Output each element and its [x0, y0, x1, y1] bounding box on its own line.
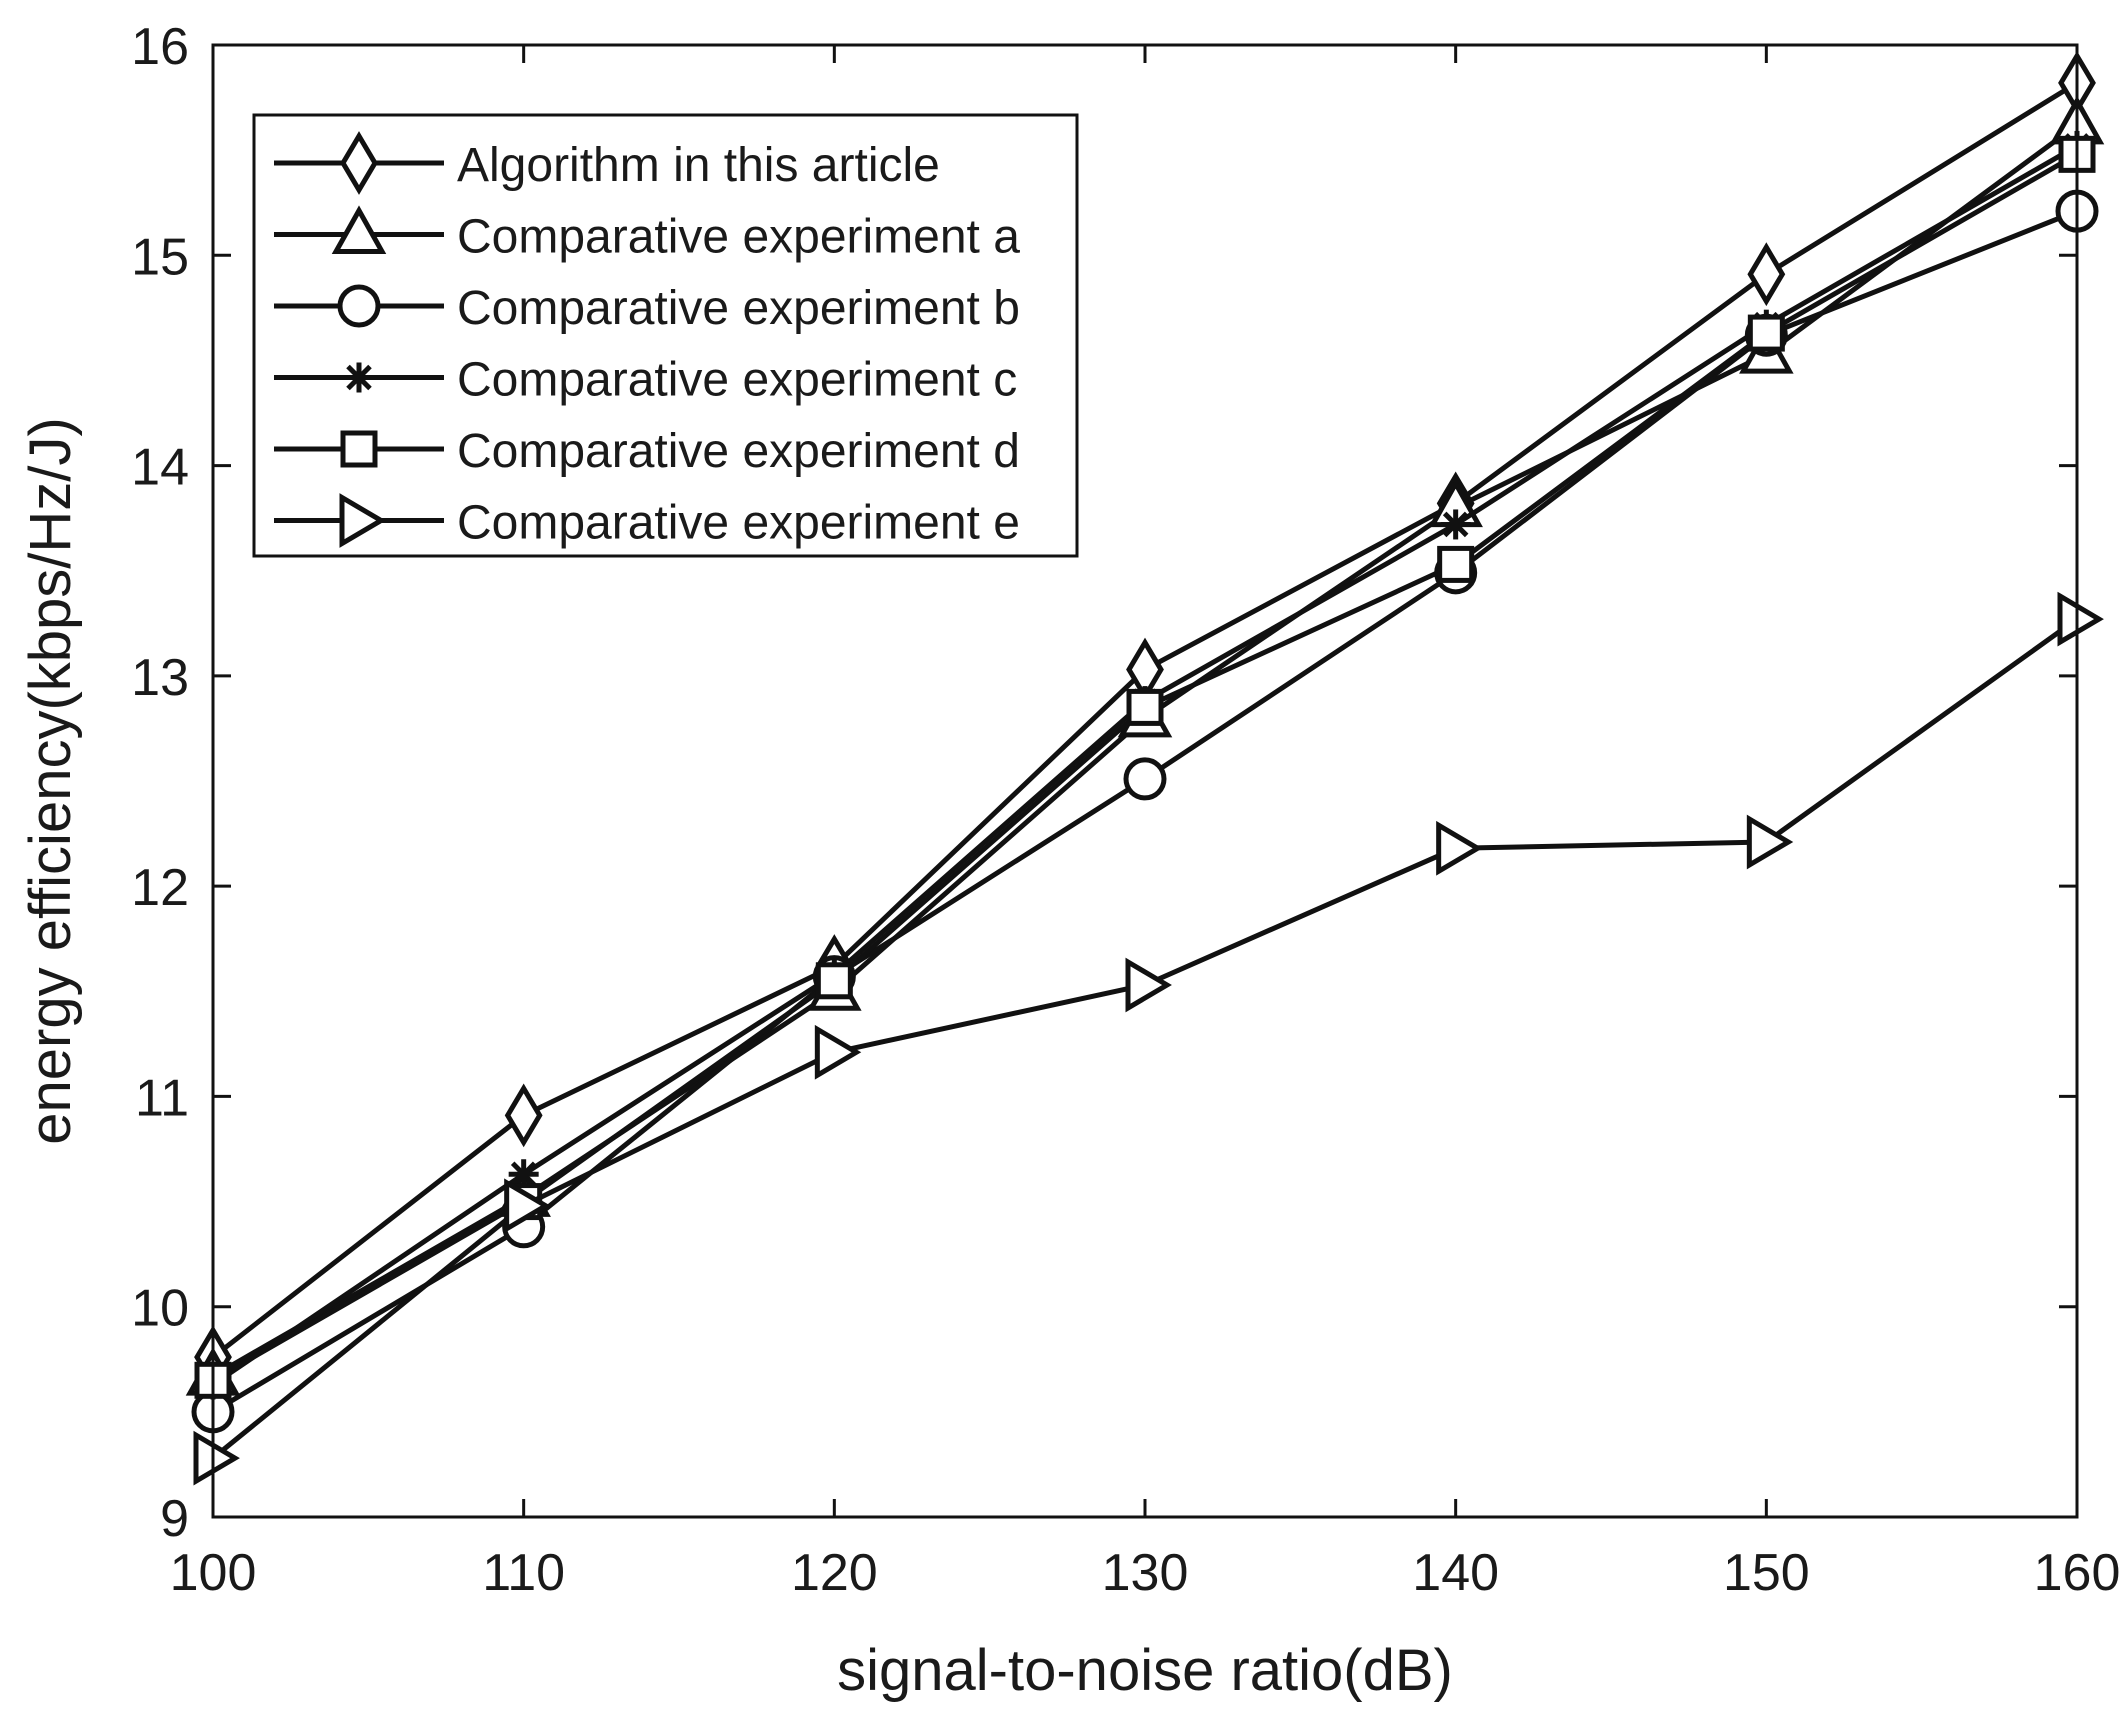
x-tick-label-5: 150 — [1723, 1544, 1810, 1602]
y-tick-label-1: 10 — [131, 1280, 189, 1338]
series-4-point-4 — [1437, 545, 1475, 583]
x-tick-label-4: 140 — [1412, 1544, 1499, 1602]
x-tick-label-3: 130 — [1102, 1544, 1189, 1602]
axes-layer: 100 110 120 130 140 150 160 9 10 11 12 13 14 15 16 — [131, 18, 2120, 1602]
y-tick-label-0: 9 — [160, 1490, 189, 1548]
series-3-point-1 — [508, 1159, 539, 1190]
y-tick-label-5: 14 — [131, 439, 189, 497]
x-tick-label-2: 120 — [791, 1544, 878, 1602]
legend-marker-2 — [337, 284, 381, 328]
series-5-point-0 — [193, 1430, 240, 1486]
legend-marker-5 — [339, 493, 386, 548]
series-5-point-2 — [814, 1024, 862, 1080]
legend-label-4: Comparative experiment d — [457, 425, 1020, 478]
y-tick-label-6: 15 — [131, 228, 189, 286]
legend: Algorithm in this article Comparative exp… — [252, 113, 1079, 558]
x-tick-label-0: 100 — [170, 1544, 257, 1602]
series-3-point-1-stroke-3 — [510, 1161, 537, 1188]
legend-label-0: Algorithm in this article — [457, 139, 940, 192]
series-3-point-4 — [1440, 509, 1471, 540]
series-5-point-3 — [1125, 957, 1172, 1013]
y-axis-label: energy efficiency(kbps/Hz/J) — [18, 417, 83, 1144]
legend-marker-3 — [344, 362, 374, 393]
series-4-point-3 — [1126, 688, 1164, 726]
x-tick-label-1: 110 — [482, 1544, 565, 1602]
y-tick-label-3: 12 — [131, 859, 189, 917]
legend-marker-4 — [340, 430, 378, 468]
legend-label-2: Comparative experiment b — [457, 282, 1020, 335]
series-2-point-3 — [1123, 757, 1167, 801]
y-tick-label-7: 16 — [131, 18, 189, 76]
series-4-point-5 — [1747, 314, 1785, 352]
series-0-point-1 — [504, 1083, 543, 1148]
legend-box — [252, 113, 1079, 558]
legend-marker-3-stroke-3 — [346, 364, 372, 391]
y-tick-label-2: 11 — [135, 1069, 189, 1127]
series-5-point-1 — [504, 1178, 551, 1234]
series-3-point-4-stroke-3 — [1442, 511, 1469, 538]
x-tick-label-6: 160 — [2034, 1544, 2121, 1602]
legend-label-1: Comparative experiment a — [457, 211, 1020, 264]
series-4-point-2 — [815, 962, 853, 1000]
x-axis-label: signal-to-noise ratio(dB) — [837, 1638, 1453, 1703]
series-5-point-5 — [1746, 814, 1794, 870]
legend-marker-1 — [331, 205, 387, 254]
series-5-point-4 — [1436, 820, 1483, 876]
legend-label-5: Comparative experiment e — [457, 497, 1020, 550]
y-tick-label-4: 13 — [131, 649, 189, 707]
legend-marker-0 — [340, 131, 378, 195]
series-0-point-5 — [1747, 242, 1786, 307]
series-5-point-6 — [2057, 591, 2104, 647]
legend-label-3: Comparative experiment c — [457, 354, 1017, 407]
